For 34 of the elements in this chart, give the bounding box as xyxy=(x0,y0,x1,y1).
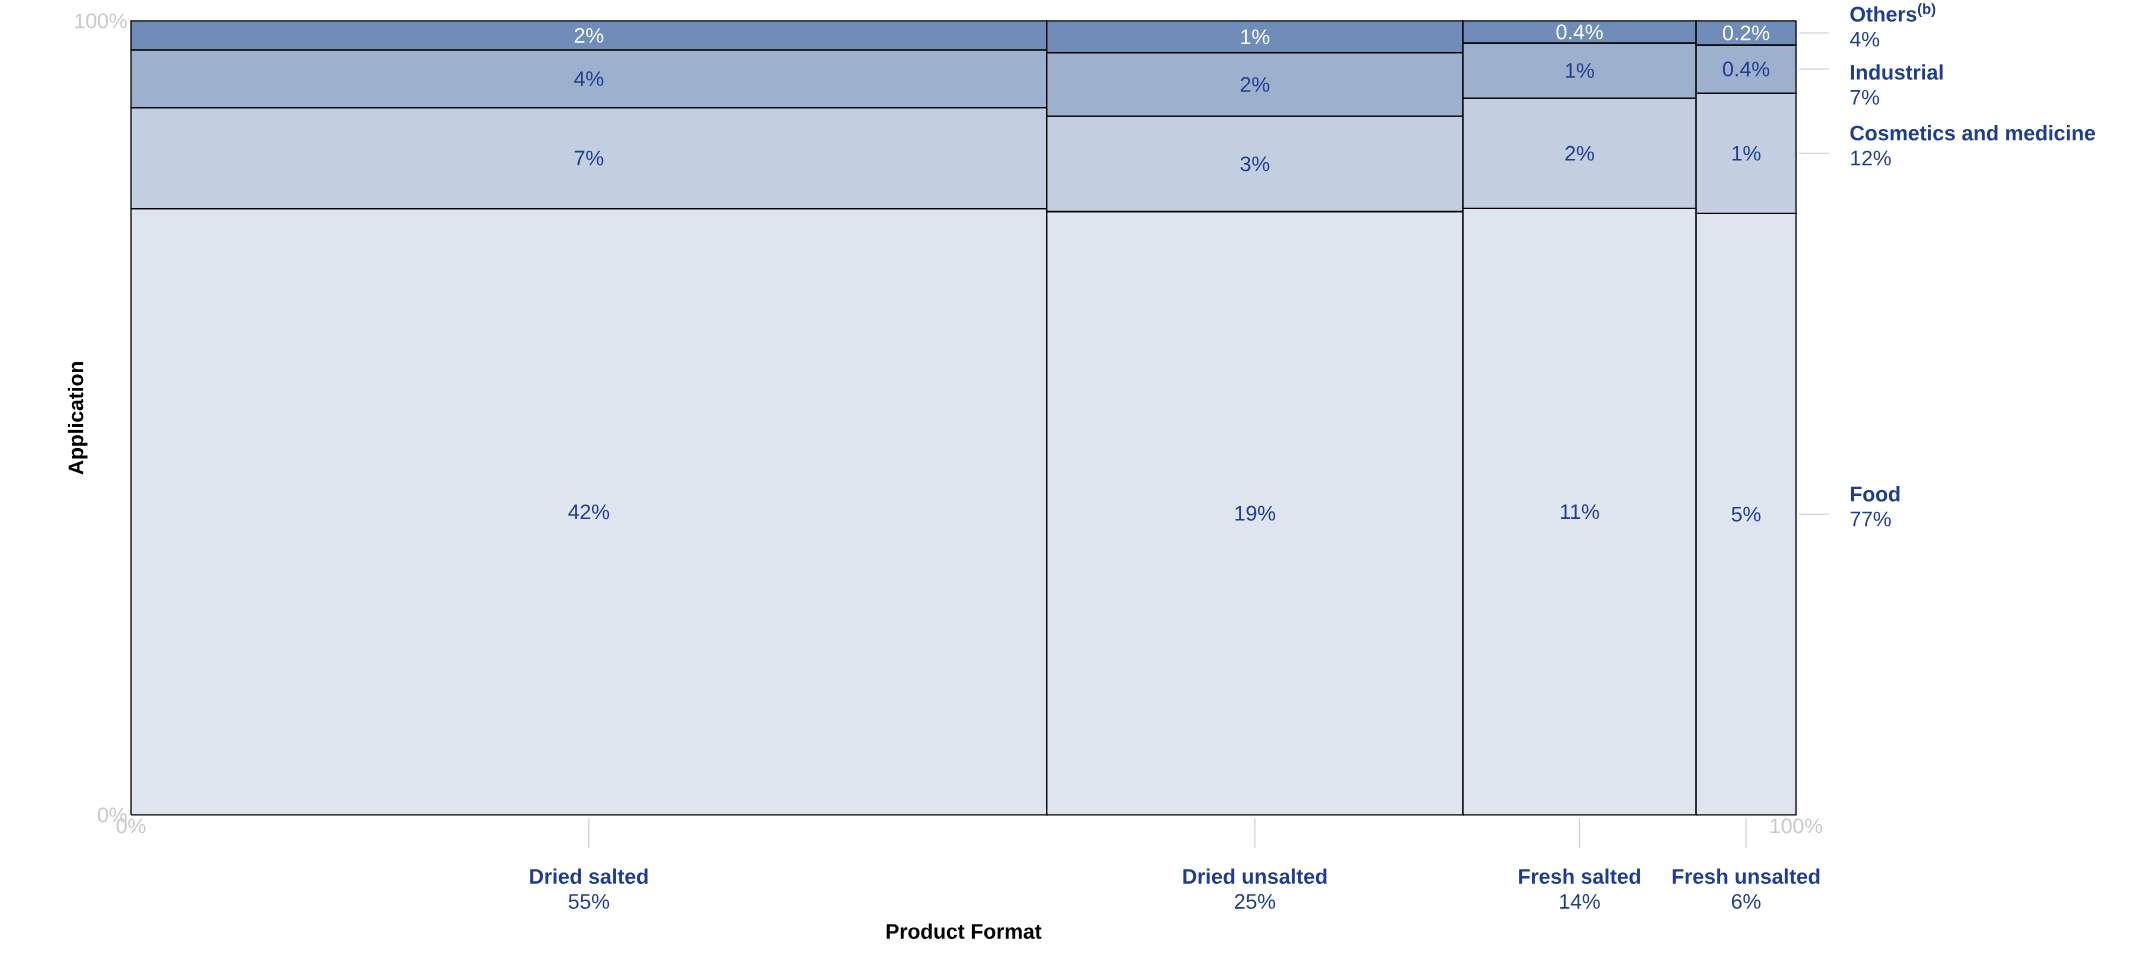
data-label: 0.4% xyxy=(1722,61,1770,77)
text: Food xyxy=(1850,486,1900,502)
data-label: 2% xyxy=(1565,145,1594,161)
text: 55% xyxy=(568,894,610,909)
data-label: 2% xyxy=(1240,77,1270,92)
text: 4% xyxy=(1850,31,1880,47)
data-label: 4% xyxy=(574,71,604,87)
text: 14% xyxy=(1560,894,1600,909)
text: 25% xyxy=(1234,894,1276,909)
text: 12% xyxy=(1851,150,1891,166)
data-label: 11% xyxy=(1560,504,1600,520)
data-label: 3% xyxy=(1240,156,1270,172)
text: Industrial xyxy=(1850,64,1943,80)
text: Application xyxy=(67,362,88,475)
data-label: 0.2% xyxy=(1722,25,1770,41)
category-label: Dried salted xyxy=(530,868,648,884)
data-label: 1% xyxy=(1732,145,1761,161)
text: Others$^{(b)}$ xyxy=(1850,3,1936,22)
category-label: Dried unsalted xyxy=(1183,868,1327,884)
text: 6% xyxy=(1731,894,1761,909)
text: Cosmetics and medicine xyxy=(1850,125,2096,141)
data-label: 2% xyxy=(574,28,604,43)
data-label: 1% xyxy=(1565,63,1594,78)
data-label: 0.4% xyxy=(1556,24,1603,40)
text: Product Format xyxy=(886,923,1042,939)
category-label: Fresh salted xyxy=(1519,868,1641,884)
data-label: 5% xyxy=(1731,506,1761,522)
data-label: 1% xyxy=(1241,29,1270,45)
text: 77% xyxy=(1850,511,1891,527)
category-label: Fresh unsalted xyxy=(1672,868,1820,884)
text: 7% xyxy=(1850,90,1880,105)
data-label: 19% xyxy=(1235,505,1276,521)
data-label: 42% xyxy=(568,504,610,520)
data-label: 7% xyxy=(574,150,604,166)
